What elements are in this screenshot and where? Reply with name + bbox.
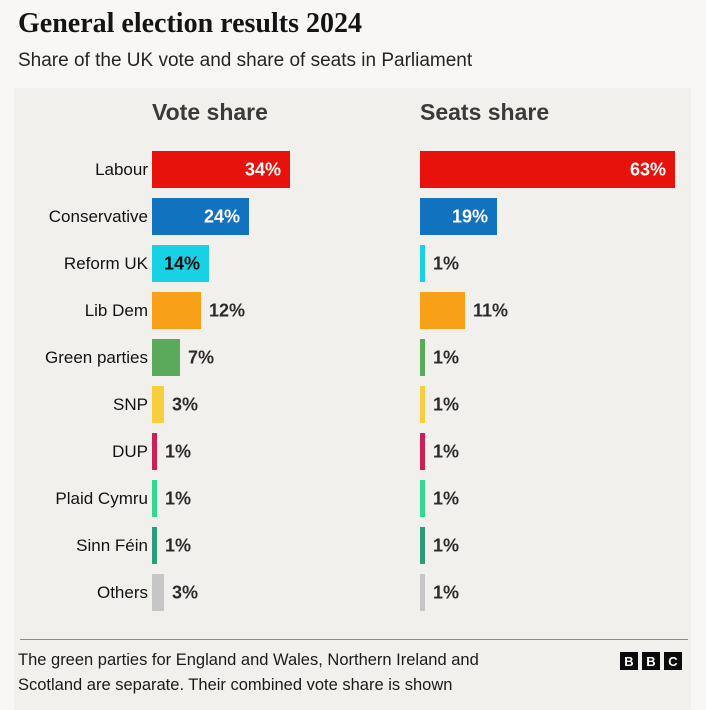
seats-bar — [420, 527, 425, 564]
vote-value-label: 24% — [203, 206, 240, 226]
party-label: Lib Dem — [84, 300, 148, 320]
vote-value-label: 14% — [163, 253, 200, 273]
bbc-logo-letter-b1: B — [620, 652, 638, 670]
party-label: Others — [96, 582, 148, 602]
vote-bar — [152, 480, 157, 517]
party-row: Labour 34% 63% — [0, 146, 706, 193]
seats-bar — [420, 574, 425, 611]
party-label: Sinn Féin — [76, 535, 148, 555]
party-label: DUP — [112, 441, 148, 461]
footnote-line-1: The green parties for England and Wales,… — [18, 651, 479, 669]
seats-bar — [420, 386, 425, 423]
vote-bar — [152, 292, 201, 329]
vote-value-label: 12% — [209, 300, 246, 320]
seats-value-label: 1% — [433, 488, 460, 508]
party-label: Plaid Cymru — [55, 488, 148, 508]
party-label: Reform UK — [63, 253, 148, 273]
vote-share-column-header: Vote share — [152, 99, 268, 125]
seats-value-label: 1% — [433, 582, 460, 602]
party-row: DUP 1% 1% — [0, 428, 706, 475]
party-row: Others 3% 1% — [0, 569, 706, 616]
party-row: Lib Dem 12% 11% — [0, 287, 706, 334]
seats-bar — [420, 292, 465, 329]
party-row: Sinn Féin 1% 1% — [0, 522, 706, 569]
seats-value-label: 1% — [433, 441, 460, 461]
vote-bar — [152, 151, 290, 188]
page-title: General election results 2024 — [18, 8, 362, 39]
vote-value-label: 34% — [244, 159, 281, 179]
vote-bar — [152, 386, 164, 423]
vote-value-label: 1% — [165, 488, 192, 508]
seats-bar — [420, 245, 425, 282]
footnote-line-2: Scotland are separate. Their combined vo… — [18, 676, 453, 694]
vote-value-label: 1% — [165, 441, 192, 461]
party-label: Conservative — [48, 206, 148, 226]
party-row: SNP 3% 1% — [0, 381, 706, 428]
chart-plot-background — [14, 88, 691, 710]
vote-value-label: 7% — [188, 347, 215, 367]
seats-bar — [420, 339, 425, 376]
party-label: Labour — [95, 159, 148, 179]
vote-bar — [152, 433, 157, 470]
seats-bar — [420, 151, 675, 188]
seats-bar — [420, 433, 425, 470]
party-row: Reform UK 14% 1% — [0, 240, 706, 287]
seats-bar — [420, 198, 497, 235]
bbc-logo-letter-c: C — [664, 652, 682, 670]
party-row: Plaid Cymru 1% 1% — [0, 475, 706, 522]
vote-bar — [152, 245, 209, 282]
vote-bar — [152, 574, 164, 611]
vote-value-label: 3% — [172, 582, 199, 602]
seats-value-label: 1% — [433, 535, 460, 555]
footer-divider — [20, 639, 688, 640]
seats-share-column-header: Seats share — [420, 99, 550, 125]
party-row: Conservative 24% 19% — [0, 193, 706, 240]
vote-bar — [152, 527, 157, 564]
bbc-logo: B B C — [620, 652, 682, 670]
seats-value-label: 1% — [433, 347, 460, 367]
footnote-text: The green parties for England and Wales,… — [18, 648, 479, 698]
party-label: SNP — [113, 394, 148, 414]
seats-value-label: 11% — [473, 300, 509, 320]
seats-value-label: 1% — [433, 253, 460, 273]
vote-bar — [152, 198, 249, 235]
seats-value-label: 63% — [629, 159, 666, 179]
seats-bar — [420, 480, 425, 517]
vote-bar — [152, 339, 180, 376]
vote-value-label: 1% — [165, 535, 192, 555]
bbc-logo-letter-b2: B — [642, 652, 660, 670]
vote-value-label: 3% — [172, 394, 199, 414]
page-subtitle: Share of the UK vote and share of seats … — [18, 50, 473, 71]
party-row: Green parties 7% 1% — [0, 334, 706, 381]
party-label: Green parties — [45, 347, 148, 367]
seats-value-label: 1% — [433, 394, 460, 414]
seats-value-label: 19% — [451, 206, 488, 226]
